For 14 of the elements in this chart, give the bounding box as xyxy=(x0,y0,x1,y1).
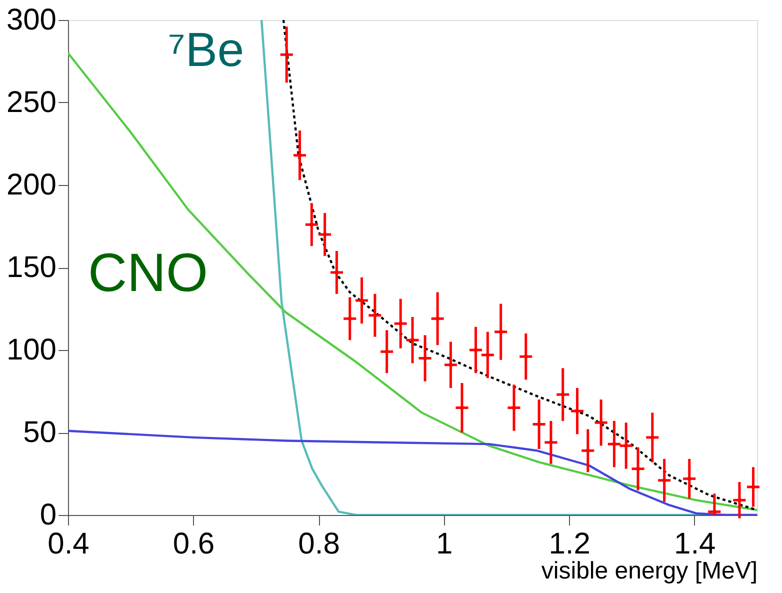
series-label: ⁷Be xyxy=(168,24,244,77)
y-tick-label: 200 xyxy=(6,168,56,202)
x-tick-label: 0.6 xyxy=(172,528,215,560)
y-tick-label: 300 xyxy=(6,4,56,36)
x-axis-title: visible energy [MeV] xyxy=(541,558,758,584)
y-tick-label: 100 xyxy=(6,334,56,366)
x-tick-label: 1.2 xyxy=(548,528,590,560)
series-label: CNO xyxy=(88,243,208,303)
y-tick-label: 150 xyxy=(6,251,56,284)
y-tick-label: 50 xyxy=(23,416,56,449)
x-tick-label: 1 xyxy=(436,528,453,560)
x-tick-label: 1.4 xyxy=(674,528,716,560)
x-tick-label: 0.8 xyxy=(298,528,340,560)
y-tick-label: 250 xyxy=(6,86,56,119)
